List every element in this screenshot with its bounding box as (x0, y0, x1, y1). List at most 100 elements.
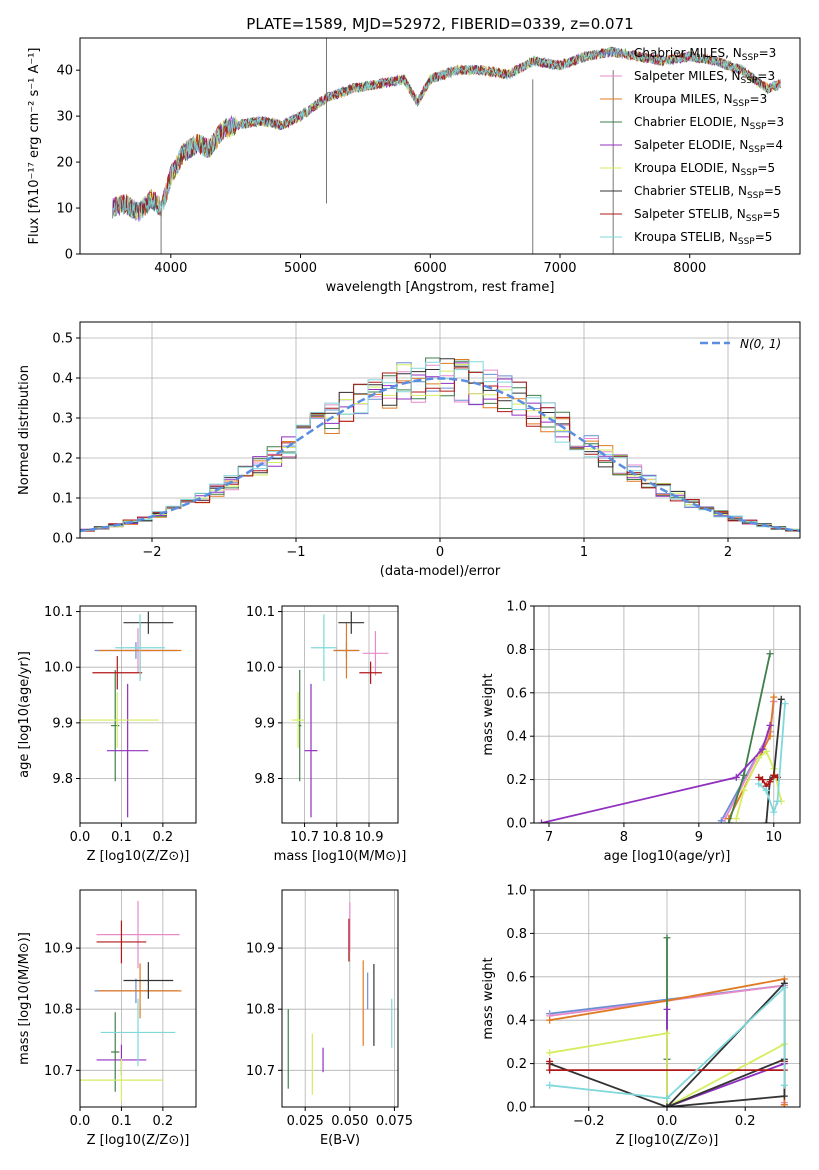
y-tick-label: 0.8 (506, 643, 527, 658)
x-tick-label: 0.050 (331, 1114, 368, 1129)
x-axis-label: Z [log10(Z/Z⊙)] (616, 1133, 719, 1148)
x-tick-label: 10.7 (290, 830, 319, 845)
x-tick-label: 0.2 (153, 830, 174, 845)
y-axis-label: Normed distribution (17, 365, 32, 495)
legend-entry: Salpeter STELIB, NSSP=5 (634, 207, 780, 224)
x-tick-label: 0.075 (376, 1114, 413, 1129)
errorbar-point (338, 611, 365, 634)
y-tick-label: 10 (56, 202, 73, 217)
x-tick-label: 9 (695, 830, 703, 845)
weight-marker (766, 732, 774, 740)
legend-entry: Salpeter ELODIE, NSSP=4 (634, 138, 783, 155)
y-axis-label: mass weight (481, 957, 496, 1039)
errorbar-point (123, 611, 174, 634)
y-tick-label: 0 (65, 248, 73, 263)
age_vs_mass-axes: 10.7 10.8 10.9 9.8 9.9 10.0 10.1 mass [log10(M/… (246, 605, 406, 864)
weight-marker (762, 747, 770, 755)
spectrum-frame (79, 37, 801, 255)
weight-marker (717, 817, 725, 823)
y-tick-label: 0.6 (506, 686, 527, 701)
x-tick-label: 0.0 (657, 1114, 678, 1129)
weight-marker (755, 754, 763, 762)
y-tick-label: 10.8 (246, 1003, 275, 1018)
y-tick-label: 0.4 (52, 372, 73, 387)
y-tick-label: 20 (56, 156, 73, 171)
x-tick-label: 0 (436, 545, 444, 560)
y-tick-label: 30 (56, 110, 73, 125)
weight_vs_age-plot (537, 650, 789, 823)
x-tick-label: 10.8 (322, 830, 351, 845)
y-tick-label: 9.8 (254, 772, 275, 787)
x-axis-label: age [log10(age/yr)] (604, 849, 731, 864)
weight-marker (759, 776, 767, 784)
weight-marker (663, 1094, 671, 1102)
y-tick-label: 10.1 (44, 605, 73, 620)
x-tick-label: 0.025 (287, 1114, 324, 1129)
errorbar-point (96, 920, 147, 964)
weight-marker (770, 693, 778, 701)
weight-marker (770, 808, 778, 816)
errorbar-point (106, 683, 149, 818)
x-tick-label: 0.2 (735, 1114, 756, 1129)
weight-marker (546, 1066, 554, 1074)
age_vs_mass-plot (291, 611, 389, 818)
y-tick-label: 10.9 (246, 942, 275, 957)
x-tick-label: 7000 (543, 261, 576, 276)
weight-marker (740, 786, 748, 794)
mass_vs_EBV-plot (287, 902, 393, 1095)
errorbar-point (304, 683, 318, 818)
weight-marker (762, 786, 770, 794)
residuals-plot (80, 357, 800, 534)
errorbar-point (96, 901, 180, 969)
y-axis-label: mass [log10(M/M⊙)] (17, 932, 32, 1065)
errorbar-point (100, 998, 176, 1067)
x-tick-label: 7 (545, 830, 553, 845)
age_vs_Z-frame (79, 605, 197, 824)
spectrum-series-kroupa-stelib (112, 46, 781, 221)
errorbar-point (98, 963, 182, 1019)
y-tick-label: 1.0 (506, 600, 527, 615)
errorbar-point (359, 661, 382, 684)
x-tick-label: 8 (620, 830, 628, 845)
x-axis-label: Z [log10(Z/Z⊙)] (87, 849, 190, 864)
weight_vs_Z-axes: −0.2 0.0 0.2 0.0 0.2 0.4 0.6 0.8 1.0 Z [log10(Z/Z… (481, 884, 800, 1148)
weight-marker (663, 934, 671, 942)
weight_vs_age-axes: 7 8 9 10 0.0 0.2 0.4 0.6 0.8 1.0 age [log10(age/yr… (481, 600, 800, 864)
age_vs_mass-frame (281, 605, 399, 824)
weight-marker (663, 1005, 671, 1013)
x-axis-label: wavelength [Angstrom, rest frame] (326, 280, 555, 295)
age_vs_Z-plot (80, 611, 182, 818)
weight-marker (781, 700, 789, 708)
x-axis-label: Z [log10(Z/Z⊙)] (87, 1133, 190, 1148)
y-tick-label: 10.0 (246, 661, 275, 676)
weight-marker (546, 1016, 554, 1024)
residuals-axes: −2 −1 0 1 2 0.0 0.1 0.2 0.3 0.4 0.5 (data-model)/er… (17, 322, 800, 579)
errorbar-point (111, 1012, 120, 1092)
errorbar-point (80, 692, 159, 748)
weight-marker (780, 1081, 788, 1089)
legend-entry: N(0, 1) (740, 337, 781, 351)
weight-marker (546, 1049, 554, 1057)
legend-entry: Chabrier MILES, NSSP=3 (634, 46, 776, 63)
y-tick-label: 10.9 (44, 942, 73, 957)
legend-entry: Kroupa ELODIE, NSSP=5 (634, 161, 775, 178)
y-axis-label: Flux [fλ10⁻¹⁷ erg cm⁻² s⁻¹ A⁻¹] (27, 48, 42, 245)
errorbar-point (115, 614, 165, 682)
weight-marker (780, 1101, 788, 1107)
weight-marker (546, 1057, 554, 1065)
y-tick-label: 0.2 (506, 1057, 527, 1072)
weight-marker (755, 780, 763, 788)
x-tick-label: 5000 (284, 261, 317, 276)
spectrum-legend: Chabrier MILES, NSSP=3 Salpeter MILES, NS… (600, 46, 784, 247)
x-tick-label: −0.2 (573, 1114, 605, 1129)
x-tick-label: 6000 (414, 261, 447, 276)
y-tick-label: 0.5 (52, 332, 73, 347)
histogram-kroupa-stelib (80, 361, 800, 534)
weight_vs_Z-plot (546, 934, 788, 1107)
mass_vs_Z-axes: 0.0 0.1 0.2 10.7 10.8 10.9 Z [log10(Z/Z⊙)] mass… (17, 890, 196, 1148)
normal-curve (80, 377, 800, 533)
x-axis-label: (data-model)/error (380, 564, 501, 579)
y-axis-label: age [log10(age/yr)] (17, 651, 32, 778)
